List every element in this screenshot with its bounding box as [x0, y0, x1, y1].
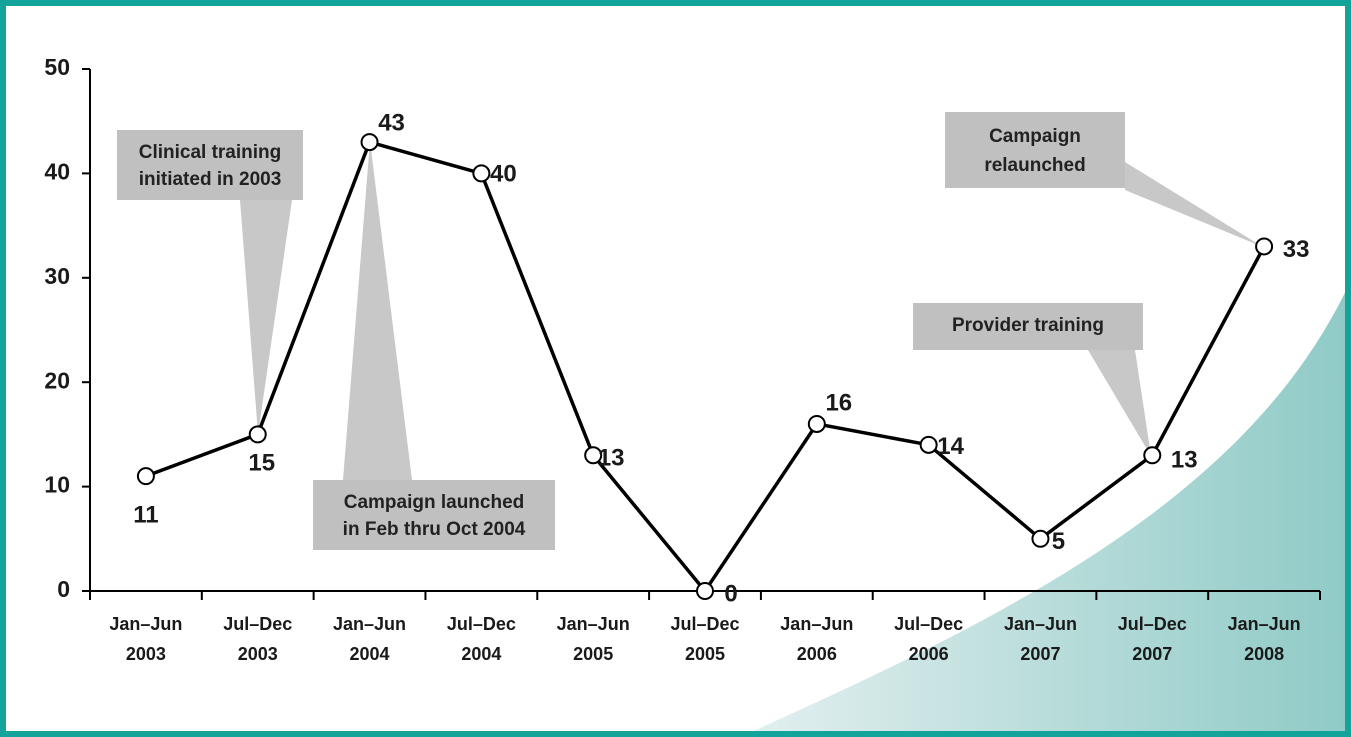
point [696, 582, 714, 600]
annotation: relaunched [984, 155, 1085, 176]
data-label: 13 [598, 445, 625, 472]
y-tick-label: 10 [44, 472, 70, 498]
data-label: 0 [724, 580, 737, 607]
data-label: 13 [1171, 447, 1198, 474]
point [360, 133, 379, 152]
data-label: 11 [133, 502, 158, 529]
point [919, 435, 938, 454]
x-tick-label: Jan–Jun 2003 [109, 614, 182, 664]
callout-pointer [240, 200, 292, 434]
point [584, 446, 603, 465]
callout-pointer [1088, 350, 1151, 456]
callout-pointer [1125, 162, 1263, 247]
annotation: in Feb thru Oct 2004 [343, 519, 526, 540]
x-tick-label: Jan–Jun 2007 [1004, 614, 1077, 664]
point [472, 164, 491, 183]
point [136, 467, 155, 486]
x-tick-label: Jul–Dec 2005 [670, 614, 739, 664]
data-label: 33 [1283, 236, 1310, 263]
y-tick-label: 0 [57, 576, 70, 602]
annotation: Clinical training [139, 142, 282, 163]
x-tick-label: Jan–Jun 2008 [1228, 614, 1301, 664]
data-label: 16 [825, 389, 852, 416]
x-tick-label: Jul–Dec 2006 [894, 614, 963, 664]
data-label: 5 [1052, 528, 1065, 555]
x-tick-label: Jul–Dec 2007 [1118, 614, 1187, 664]
x-tick-label: Jan–Jun 2004 [333, 614, 406, 664]
callout-box [117, 130, 303, 200]
data-label: 40 [490, 161, 517, 188]
callout-box [945, 112, 1125, 188]
point [1031, 529, 1050, 548]
point [1255, 237, 1274, 256]
point [1143, 446, 1162, 465]
annotation: Campaign [989, 126, 1081, 147]
callout-box [913, 303, 1143, 350]
y-tick-label: 50 [44, 54, 70, 80]
annotation: initiated in 2003 [139, 169, 282, 190]
data-label: 15 [248, 450, 275, 477]
data-label: 43 [378, 109, 405, 136]
annotation: Provider training [952, 315, 1104, 336]
decoration [740, 280, 1351, 737]
x-tick-label: Jan–Jun 2005 [557, 614, 630, 664]
y-tick-label: 40 [44, 158, 70, 184]
x-tick-label: Jul–Dec 2004 [447, 614, 516, 664]
point [248, 425, 267, 444]
point [807, 414, 826, 433]
data-label: 14 [937, 433, 964, 460]
callout-box [313, 480, 555, 550]
x-tick-label: Jul–Dec 2003 [223, 614, 292, 664]
annotation: Campaign launched [344, 492, 525, 513]
y-tick-label: 30 [44, 263, 70, 289]
x-tick-label: Jan–Jun 2006 [780, 614, 853, 664]
callout-pointer [343, 141, 412, 480]
y-tick-label: 20 [44, 367, 70, 393]
